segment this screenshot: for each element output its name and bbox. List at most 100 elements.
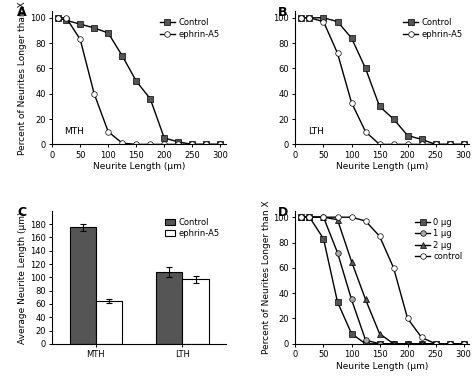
1 μg — [405, 342, 410, 346]
control — [461, 342, 466, 346]
2 μg — [307, 215, 312, 220]
0 μg — [363, 342, 368, 346]
Text: A: A — [18, 6, 27, 19]
Control — [175, 139, 181, 144]
Control — [419, 137, 424, 142]
Legend: Control, ephrin-A5: Control, ephrin-A5 — [401, 16, 465, 41]
Y-axis label: Percent of Neurites Longer than X: Percent of Neurites Longer than X — [18, 1, 27, 155]
Line: control: control — [298, 214, 466, 346]
Legend: Control, ephrin-A5: Control, ephrin-A5 — [162, 215, 222, 241]
Control — [320, 16, 326, 20]
1 μg — [363, 338, 368, 342]
control — [391, 265, 396, 270]
ephrin-A5 — [349, 100, 355, 105]
0 μg — [349, 331, 355, 336]
Control — [447, 142, 453, 147]
1 μg — [349, 297, 355, 302]
Control — [307, 16, 312, 20]
Control — [363, 66, 368, 71]
Bar — [182, 279, 209, 344]
ephrin-A5 — [391, 142, 396, 147]
Control — [349, 36, 355, 40]
control — [377, 234, 383, 238]
control — [320, 215, 326, 220]
2 μg — [298, 215, 304, 220]
Line: 0 μg: 0 μg — [298, 214, 466, 346]
control — [298, 215, 304, 220]
2 μg — [349, 259, 355, 264]
1 μg — [391, 342, 396, 346]
Control — [391, 117, 396, 121]
Control — [335, 19, 340, 24]
ephrin-A5 — [335, 51, 340, 55]
Control — [461, 142, 466, 147]
Legend: 0 μg, 1 μg, 2 μg, control: 0 μg, 1 μg, 2 μg, control — [412, 215, 465, 264]
0 μg — [307, 215, 312, 220]
X-axis label: Neurite Length (μm): Neurite Length (μm) — [93, 162, 185, 172]
ephrin-A5 — [363, 129, 368, 134]
control — [433, 342, 438, 346]
1 μg — [298, 215, 304, 220]
0 μg — [419, 342, 424, 346]
Control — [218, 142, 223, 147]
Line: Control: Control — [55, 15, 223, 147]
ephrin-A5 — [320, 19, 326, 24]
0 μg — [433, 342, 438, 346]
2 μg — [433, 342, 438, 346]
Line: ephrin-A5: ephrin-A5 — [298, 15, 466, 147]
Control — [405, 133, 410, 138]
ephrin-A5 — [175, 142, 181, 147]
Bar — [96, 301, 122, 344]
Legend: Control, ephrin-A5: Control, ephrin-A5 — [157, 16, 222, 41]
Text: C: C — [18, 206, 27, 219]
X-axis label: Neurite Length (μm): Neurite Length (μm) — [336, 362, 428, 371]
Line: ephrin-A5: ephrin-A5 — [55, 15, 223, 147]
ephrin-A5 — [461, 142, 466, 147]
2 μg — [320, 215, 326, 220]
ephrin-A5 — [419, 142, 424, 147]
Text: LTH: LTH — [308, 128, 323, 136]
2 μg — [461, 342, 466, 346]
0 μg — [335, 300, 340, 304]
Bar — [70, 227, 96, 344]
1 μg — [433, 342, 438, 346]
Y-axis label: Percent of Neurites Longer than X: Percent of Neurites Longer than X — [262, 201, 271, 354]
2 μg — [419, 342, 424, 346]
Control — [377, 104, 383, 109]
0 μg — [320, 236, 326, 241]
ephrin-A5 — [55, 16, 61, 20]
ephrin-A5 — [147, 142, 153, 147]
Control — [133, 79, 139, 83]
1 μg — [377, 342, 383, 346]
ephrin-A5 — [77, 37, 83, 42]
Control — [147, 97, 153, 101]
Control — [77, 22, 83, 26]
1 μg — [419, 342, 424, 346]
Control — [64, 18, 69, 23]
control — [419, 335, 424, 340]
2 μg — [377, 331, 383, 336]
control — [349, 215, 355, 220]
0 μg — [377, 342, 383, 346]
Line: 2 μg: 2 μg — [298, 214, 466, 346]
ephrin-A5 — [298, 16, 304, 20]
X-axis label: Neurite Length (μm): Neurite Length (μm) — [336, 162, 428, 172]
Control — [105, 31, 111, 35]
ephrin-A5 — [64, 16, 69, 20]
control — [363, 219, 368, 223]
Control — [190, 142, 195, 147]
control — [335, 215, 340, 220]
Control — [433, 142, 438, 147]
ephrin-A5 — [133, 142, 139, 147]
Control — [203, 142, 209, 147]
Text: MTH: MTH — [64, 128, 84, 136]
2 μg — [447, 342, 453, 346]
ephrin-A5 — [105, 129, 111, 134]
control — [405, 316, 410, 321]
0 μg — [461, 342, 466, 346]
ephrin-A5 — [218, 142, 223, 147]
2 μg — [391, 342, 396, 346]
Bar — [156, 272, 182, 344]
1 μg — [307, 215, 312, 220]
Line: 1 μg: 1 μg — [298, 214, 466, 346]
